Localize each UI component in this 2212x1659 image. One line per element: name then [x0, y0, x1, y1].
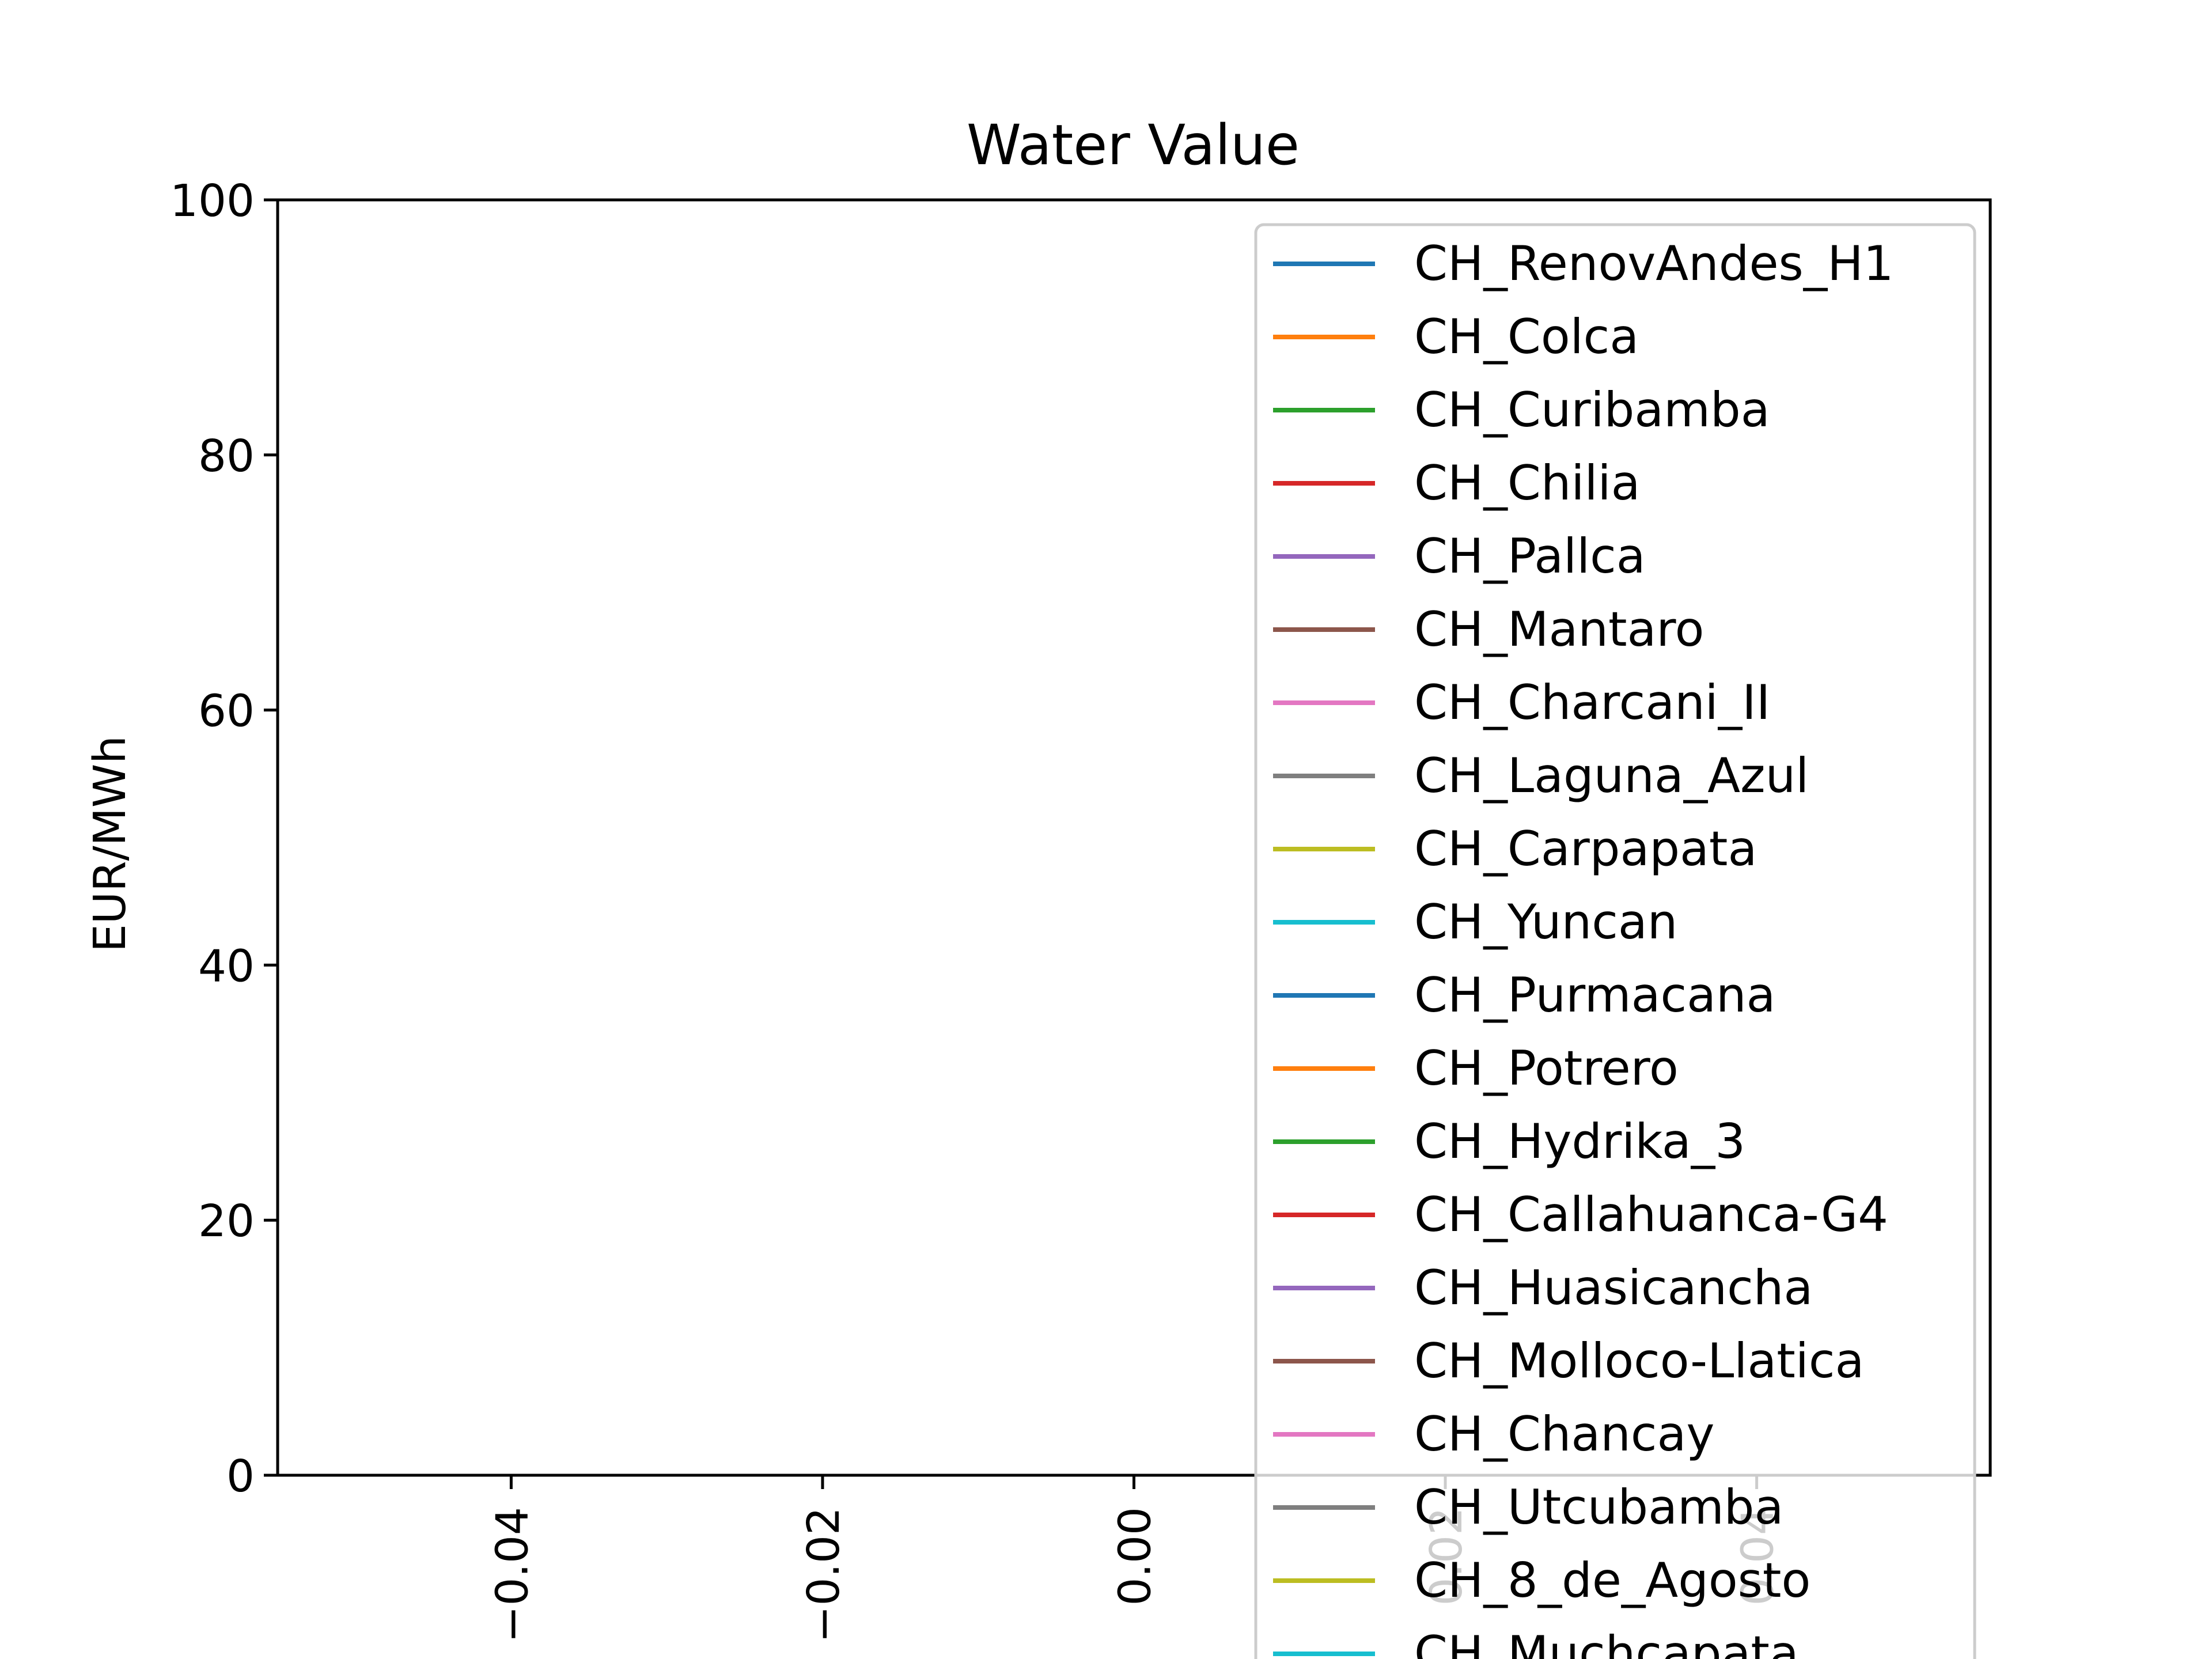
legend-label: CH_Mantaro	[1414, 601, 1704, 657]
legend-label: CH_Yuncan	[1414, 894, 1677, 950]
legend-label: CH_Carpapata	[1414, 821, 1757, 877]
plot-area-frame	[276, 198, 1992, 1477]
legend-label: CH_Utcubamba	[1414, 1479, 1783, 1535]
x-tick-label: −0.02	[798, 1507, 850, 1643]
legend-label: CH_Curibamba	[1414, 382, 1770, 438]
x-tick-label: −0.04	[487, 1507, 538, 1643]
y-tick-label: 100	[170, 176, 255, 227]
legend-label: CH_Callahuanca-G4	[1414, 1187, 1888, 1243]
chart-title: Water Value	[967, 113, 1300, 177]
legend-label: CH_Charcani_II	[1414, 675, 1770, 730]
x-tick-label: 0.00	[1110, 1507, 1161, 1605]
legend-label: CH_Purmacana	[1414, 967, 1775, 1023]
legend-box	[1254, 223, 1976, 1659]
legend-label: CH_Laguna_Azul	[1414, 748, 1809, 804]
y-axis-ticks: 0 20 40 60 80 100	[170, 176, 278, 1502]
legend-label: CH_Potrero	[1414, 1040, 1679, 1096]
legend-label: CH_Huasicancha	[1414, 1260, 1813, 1316]
legend-label: CH_Pallca	[1414, 528, 1646, 584]
y-tick-label: 60	[198, 686, 255, 737]
legend-label: CH_Muchcapata	[1414, 1626, 1799, 1659]
legend: CH_RenovAndes_H1 CH_Colca CH_Curibamba CH_C…	[1254, 223, 1976, 1659]
y-tick-label: 0	[226, 1451, 255, 1502]
y-tick-label: 80	[198, 431, 255, 482]
y-axis-label: EUR/MWh	[85, 736, 136, 952]
legend-label: CH_8_de_Agosto	[1414, 1552, 1810, 1608]
legend-label: CH_Chilia	[1414, 455, 1640, 511]
legend-label: CH_Hydrika_3	[1414, 1113, 1745, 1169]
legend-label: CH_Colca	[1414, 309, 1639, 365]
y-tick-label: 20	[198, 1196, 255, 1247]
legend-label: CH_Molloco-Llatica	[1414, 1333, 1864, 1389]
legend-label: CH_RenovAndes_H1	[1414, 236, 1893, 291]
legend-label: CH_Chancay	[1414, 1406, 1715, 1462]
y-tick-label: 40	[198, 941, 255, 992]
